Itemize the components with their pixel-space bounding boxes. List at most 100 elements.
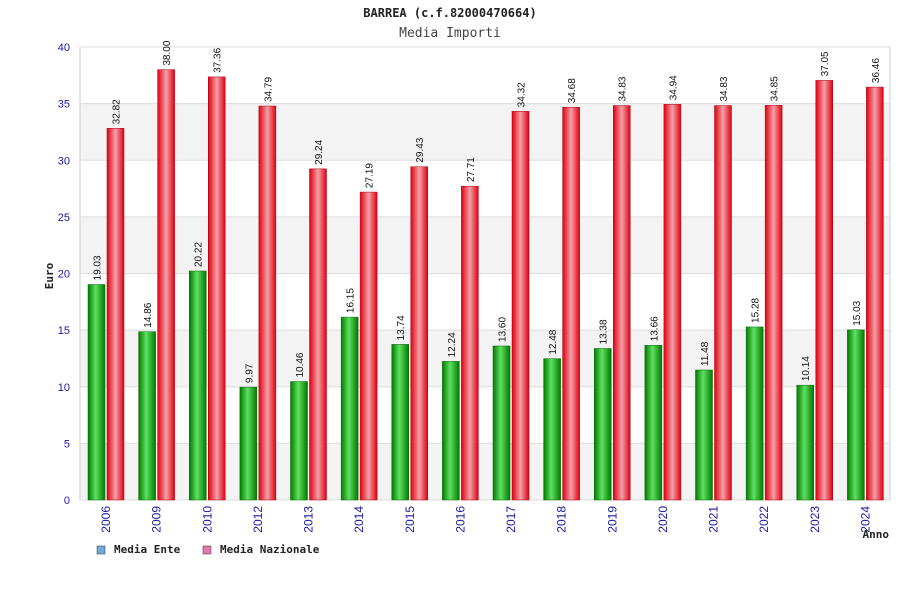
data-label: 37.36	[213, 47, 224, 72]
x-tick-label: 2018	[555, 506, 569, 533]
bar-media-ente-2024	[847, 329, 865, 501]
x-tick-label: 2022	[757, 506, 771, 533]
data-label: 29.43	[415, 137, 426, 162]
data-label: 20.22	[194, 242, 205, 267]
x-tick-label: 2023	[808, 506, 822, 533]
x-tick-label: 2017	[504, 506, 518, 533]
bar-media-ente-2015	[391, 344, 409, 501]
bar-media-nazionale-2012	[258, 105, 277, 501]
x-tick-label: 2010	[200, 506, 214, 533]
y-tick-label: 25	[58, 212, 70, 224]
bar-media-nazionale-2022	[764, 105, 783, 501]
bar-media-nazionale-2016	[461, 185, 479, 501]
bar-media-nazionale-2009	[157, 69, 175, 501]
data-label: 10.46	[295, 352, 306, 377]
bar-media-nazionale-2019	[613, 105, 631, 501]
y-tick-label: 10	[58, 382, 70, 394]
x-axis-title: Anno	[863, 528, 890, 541]
data-label: 15.03	[852, 300, 863, 325]
bar-media-ente-2016	[442, 361, 460, 501]
data-label: 9.97	[244, 363, 255, 383]
data-label: 13.66	[649, 316, 660, 341]
data-label: 27.71	[466, 157, 477, 182]
bar-media-ente-2023	[796, 384, 814, 501]
x-tick-label: 2006	[99, 506, 113, 533]
bar-media-nazionale-2023	[815, 80, 833, 501]
x-tick-label: 2009	[150, 506, 164, 533]
bar-media-ente-2013	[290, 381, 308, 501]
y-axis-ticks: 0 5 10 15 20 25 30 35 40	[58, 42, 70, 507]
bar-media-nazionale-2024	[866, 86, 884, 501]
y-tick-label: 0	[64, 495, 70, 507]
chart-subtitle: Media Importi	[399, 26, 501, 41]
data-label: 11.48	[700, 341, 711, 366]
bar-media-ente-2006	[87, 284, 106, 501]
x-tick-label: 2014	[352, 506, 366, 533]
data-label: 34.68	[567, 78, 578, 103]
y-tick-label: 15	[58, 325, 70, 337]
x-tick-label: 2019	[605, 506, 619, 533]
x-tick-label: 2021	[707, 506, 721, 533]
data-label: 38.00	[162, 40, 173, 65]
data-label: 34.94	[668, 75, 679, 100]
legend-swatch-media-nazionale	[202, 545, 212, 555]
data-label: 16.15	[346, 288, 357, 313]
data-label: 12.48	[548, 329, 559, 354]
bar-media-ente-2009	[138, 331, 156, 501]
y-tick-label: 30	[58, 155, 70, 167]
bar-media-ente-2019	[594, 348, 612, 501]
data-label: 37.05	[820, 51, 831, 76]
chart-title: BARREA (c.f.82000470664)	[363, 6, 536, 20]
data-label: 19.03	[93, 255, 104, 280]
data-label: 36.46	[871, 58, 882, 83]
bar-media-nazionale-2017	[511, 111, 530, 501]
bar-media-ente-2020	[644, 345, 663, 501]
legend: Media Ente Media Nazionale	[96, 543, 320, 556]
bar-media-nazionale-2013	[309, 168, 327, 501]
data-label: 34.32	[517, 82, 528, 107]
x-axis-ticks: 2006 2009 2010 2012 2013 2014 2015 2016 2017 2018…	[99, 506, 872, 533]
bar-media-nazionale-2014	[359, 191, 378, 501]
data-label: 29.24	[314, 139, 325, 164]
data-label: 13.60	[498, 317, 509, 342]
bar-media-ente-2021	[695, 369, 713, 501]
bar-media-nazionale-2006	[106, 128, 125, 501]
data-label: 13.74	[396, 315, 407, 340]
data-label: 13.38	[599, 319, 610, 344]
bar-media-nazionale-2021	[714, 105, 732, 501]
plot-band	[80, 47, 890, 104]
data-label: 34.85	[770, 76, 781, 101]
bar-media-ente-2010	[189, 270, 207, 501]
data-label: 32.82	[112, 99, 123, 124]
bar-media-nazionale-2020	[663, 104, 682, 501]
bar-media-ente-2018	[543, 358, 561, 501]
data-label: 10.14	[801, 356, 812, 381]
data-label: 34.83	[719, 76, 730, 101]
data-label: 34.79	[263, 77, 274, 102]
bar-media-ente-2017	[492, 345, 511, 501]
data-label: 27.19	[365, 163, 376, 188]
y-tick-label: 35	[58, 99, 70, 111]
bar-media-ente-2012	[239, 386, 258, 501]
bar-media-ente-2014	[340, 316, 359, 501]
y-tick-label: 5	[64, 438, 70, 450]
x-tick-label: 2015	[403, 506, 417, 533]
legend-swatch-media-ente	[96, 545, 106, 555]
legend-label-media-nazionale: Media Nazionale	[220, 543, 320, 556]
bar-media-nazionale-2018	[562, 106, 580, 501]
bars	[87, 69, 884, 501]
y-tick-label: 40	[58, 42, 70, 54]
x-tick-label: 2012	[251, 506, 265, 533]
bar-media-nazionale-2010	[208, 76, 226, 501]
data-label: 14.86	[143, 302, 154, 327]
y-tick-label: 20	[58, 269, 70, 281]
x-tick-label: 2024	[858, 506, 872, 533]
x-tick-label: 2016	[453, 506, 467, 533]
bar-media-nazionale-2015	[410, 166, 428, 501]
data-label: 15.28	[751, 297, 762, 322]
x-tick-label: 2020	[656, 506, 670, 533]
bar-media-ente-2022	[745, 326, 764, 501]
data-label: 12.24	[447, 332, 458, 357]
y-axis-title: Euro	[43, 262, 56, 289]
